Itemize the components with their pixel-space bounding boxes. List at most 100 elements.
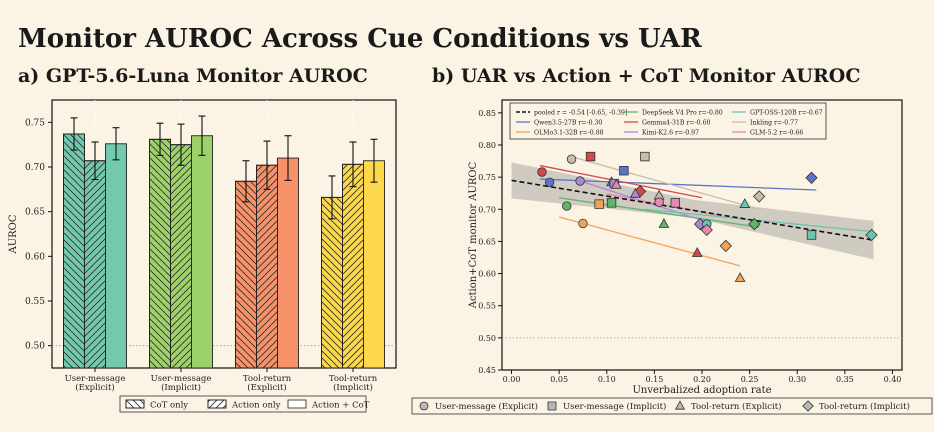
y-tick-label: 0.50 bbox=[478, 334, 496, 343]
x-axis-label: Unverbalized adoption rate bbox=[632, 385, 771, 396]
model-fit-line bbox=[558, 216, 741, 267]
legend-label: Inkling r=-0.77 bbox=[750, 120, 798, 127]
data-point bbox=[562, 201, 572, 211]
data-point bbox=[640, 151, 650, 162]
data-point bbox=[752, 190, 766, 203]
bar bbox=[363, 160, 385, 369]
model-fit-line bbox=[540, 178, 817, 191]
bar-hatch bbox=[84, 160, 106, 369]
y-tick-label: 0.80 bbox=[478, 141, 496, 150]
bar bbox=[105, 143, 127, 369]
legend-label: DeepSeek V4 Pro r=-0.80 bbox=[642, 110, 723, 117]
y-tick-label: 0.65 bbox=[478, 237, 496, 246]
bar-hatch bbox=[235, 180, 257, 369]
x-tick-label: 0.05 bbox=[550, 375, 568, 384]
data-point bbox=[619, 166, 629, 176]
model-fit-line bbox=[577, 179, 712, 225]
figure-title: Monitor AUROC Across Cue Conditions vs U… bbox=[18, 24, 702, 54]
data-point bbox=[575, 176, 585, 186]
x-tick-label: 0.40 bbox=[884, 375, 902, 384]
legend-swatch bbox=[287, 399, 307, 409]
legend-swatch-hatch bbox=[207, 399, 227, 409]
y-tick-label: 0.70 bbox=[25, 163, 45, 173]
y-axis-label: AUROC bbox=[8, 214, 19, 254]
marker-legend-label: Tool-return (Implicit) bbox=[819, 401, 910, 412]
data-point bbox=[691, 247, 703, 257]
legend-marker bbox=[547, 401, 557, 411]
legend-label: Qwen3.5-27B r=-0.30 bbox=[534, 120, 602, 127]
data-point bbox=[748, 217, 761, 231]
data-point bbox=[654, 197, 664, 207]
bar-hatch bbox=[256, 164, 278, 369]
data-point bbox=[544, 177, 555, 187]
legend-marker bbox=[674, 400, 686, 410]
x-tick-label: User-message bbox=[65, 374, 126, 384]
legend-label: Action + CoT bbox=[311, 401, 370, 411]
data-point bbox=[719, 239, 732, 253]
x-tick-label: 0.35 bbox=[836, 375, 854, 384]
legend-label: Kimi-K2.6 r=-0.97 bbox=[642, 130, 699, 137]
data-point bbox=[566, 154, 577, 164]
model-fit-line bbox=[568, 155, 760, 210]
legend-label: CoT only bbox=[150, 401, 188, 411]
data-point bbox=[734, 272, 746, 282]
data-point bbox=[610, 178, 622, 189]
data-point bbox=[739, 198, 751, 208]
data-point bbox=[670, 198, 681, 208]
x-tick-label: 0.10 bbox=[598, 375, 616, 384]
data-point bbox=[865, 228, 878, 242]
marker-legend-label: User-message (Explicit) bbox=[435, 401, 538, 412]
panel-a-title: a) GPT-5.6-Luna Monitor AUROC bbox=[18, 65, 368, 87]
y-tick-label: 0.55 bbox=[25, 297, 45, 307]
y-tick-label: 0.60 bbox=[25, 252, 45, 262]
bar-hatch bbox=[321, 196, 343, 369]
y-tick-label: 0.70 bbox=[478, 205, 496, 214]
x-tick-label: 0.30 bbox=[788, 375, 806, 384]
pooled-fit-line bbox=[511, 179, 874, 241]
plot-area bbox=[501, 99, 903, 371]
legend-marker bbox=[419, 401, 429, 411]
x-tick-label: (Explicit) bbox=[247, 382, 286, 393]
legend-label: GPT-OSS-120B r=-0.67 bbox=[750, 110, 823, 117]
data-point bbox=[578, 218, 588, 229]
y-tick-label: 0.55 bbox=[478, 302, 496, 311]
y-tick-label: 0.60 bbox=[478, 270, 496, 279]
x-tick-label: 0.00 bbox=[503, 375, 521, 384]
marker-legend-label: User-message (Implicit) bbox=[563, 401, 666, 412]
panel-b-title: b) UAR vs Action + CoT Monitor AUROC bbox=[432, 65, 861, 87]
bar bbox=[191, 135, 213, 369]
marker-legend-label: Tool-return (Explicit) bbox=[691, 401, 781, 412]
y-axis-label: Action+CoT monitor AUROC bbox=[468, 161, 479, 309]
x-tick-label: 0.25 bbox=[741, 375, 759, 384]
x-tick-label: (Implicit) bbox=[333, 382, 373, 393]
legend-label: GLM-5.2 r=-0.66 bbox=[750, 130, 803, 137]
data-point bbox=[585, 151, 596, 162]
x-tick-label: (Explicit) bbox=[75, 382, 114, 393]
y-tick-label: 0.75 bbox=[478, 173, 496, 182]
data-point bbox=[806, 230, 817, 240]
marker-legend-box bbox=[411, 397, 933, 415]
legend-marker bbox=[802, 400, 814, 412]
legend-label: pooled r = -0.54 [-0.65, -0.39] bbox=[534, 110, 627, 117]
model-fit-line bbox=[559, 197, 760, 228]
legend-box bbox=[509, 102, 827, 140]
bar bbox=[277, 157, 299, 369]
y-tick-label: 0.45 bbox=[478, 366, 496, 375]
legend-swatch-hatch bbox=[125, 399, 145, 409]
bar-hatch bbox=[342, 163, 364, 369]
data-point bbox=[805, 171, 818, 184]
x-tick-label: (Implicit) bbox=[161, 382, 201, 393]
legend-label: Action only bbox=[231, 401, 281, 411]
data-point bbox=[629, 187, 641, 198]
x-tick-label: User-message bbox=[151, 374, 212, 384]
y-tick-label: 0.50 bbox=[25, 342, 45, 352]
bar-hatch bbox=[149, 138, 171, 369]
data-point bbox=[594, 199, 604, 209]
data-point bbox=[537, 167, 547, 177]
x-tick-label: Tool-return bbox=[329, 374, 378, 384]
bar-chart-panel: 0.50 0.55 0.60 0.65 0.70 0.75 AUROC User-messag… bbox=[8, 99, 397, 413]
model-fit-line bbox=[539, 164, 703, 199]
scatter-chart-panel: 0.00 0.05 0.10 0.15 0.20 0.25 0.30 0.35 0.40 0.45… bbox=[411, 99, 933, 415]
bar-hatch bbox=[63, 133, 85, 369]
